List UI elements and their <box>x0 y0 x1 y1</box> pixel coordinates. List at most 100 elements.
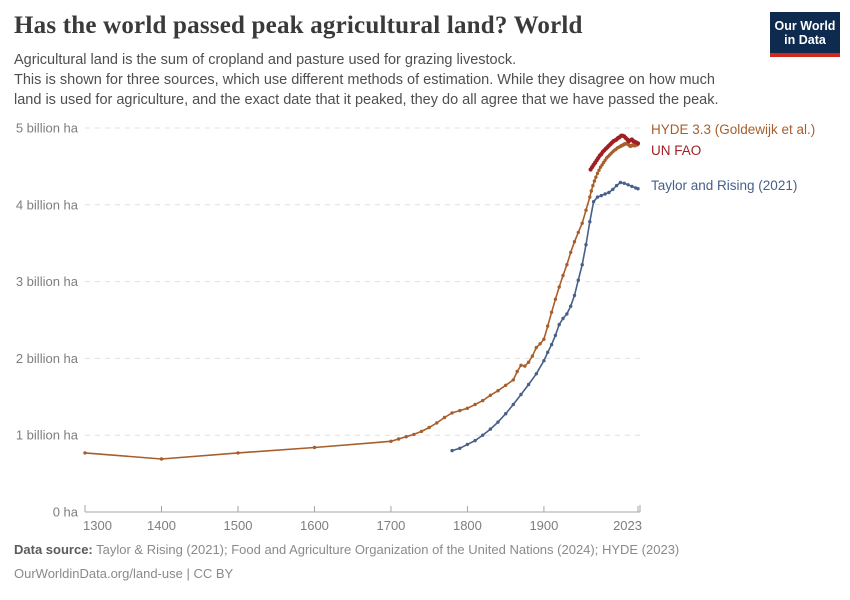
data-point-marker <box>458 408 462 413</box>
data-source-line: Data source: Taylor & Rising (2021); Foo… <box>14 540 834 559</box>
data-point-marker <box>594 175 598 179</box>
data-point-marker <box>538 342 542 346</box>
data-point-marker <box>607 190 611 195</box>
data-point-marker <box>580 263 584 267</box>
chart-header: Has the world passed peak agricultural l… <box>0 0 850 110</box>
data-point-marker <box>450 411 454 415</box>
data-point-marker <box>553 333 558 338</box>
legend-label-taylor-and-rising-2021[interactable]: Taylor and Rising (2021) <box>651 178 797 193</box>
data-point-marker <box>626 183 630 187</box>
data-point-marker <box>504 412 508 416</box>
data-point-marker <box>511 378 515 382</box>
data-point-marker <box>549 310 554 314</box>
data-point-marker <box>630 184 634 189</box>
data-point-marker <box>530 354 535 358</box>
owid-logo[interactable]: Our World in Data <box>770 12 840 57</box>
data-point-marker <box>622 181 626 185</box>
data-point-marker <box>565 312 569 316</box>
data-point-marker <box>450 448 454 453</box>
y-tick-label: 1 billion ha <box>16 428 79 443</box>
data-point-marker <box>435 421 439 425</box>
series-line[interactable] <box>451 181 639 452</box>
data-point-marker <box>592 179 597 183</box>
data-point-marker <box>526 382 531 387</box>
data-point-marker <box>565 263 569 267</box>
data-point-marker <box>569 304 573 308</box>
series-line[interactable] <box>84 142 639 460</box>
data-point-marker <box>580 221 584 225</box>
data-point-marker <box>569 250 573 255</box>
data-point-marker <box>542 337 546 341</box>
data-point-marker <box>488 427 493 431</box>
data-point-marker <box>595 195 600 199</box>
data-point-marker <box>473 402 477 407</box>
chart-footer: Data source: Taylor & Rising (2021); Foo… <box>14 540 834 583</box>
y-tick-label: 5 billion ha <box>16 121 79 136</box>
data-point-marker <box>465 442 470 447</box>
data-point-marker <box>572 240 577 244</box>
data-source-label: Data source: <box>14 542 93 557</box>
data-point-marker <box>496 389 500 393</box>
data-point-marker <box>561 273 565 278</box>
chart-area: 0 ha 1 billion ha 2 billion ha 3 billion ha… <box>0 110 850 545</box>
data-point-marker <box>534 345 538 350</box>
data-point-marker <box>515 369 519 374</box>
data-point-marker <box>404 435 408 439</box>
subtitle-line-1: Agricultural land is the sum of cropland… <box>14 52 517 68</box>
data-point-marker <box>389 439 393 443</box>
data-point-marker <box>526 360 531 364</box>
legend-label-hyde-3-3-goldewijk-et-al[interactable]: HYDE 3.3 (Goldewijk et al.) <box>651 122 815 137</box>
data-point-marker <box>618 180 623 185</box>
data-point-marker <box>588 195 592 199</box>
subtitle-line-3: land is used for agriculture, and the ex… <box>14 92 719 108</box>
data-point-marker <box>504 383 508 387</box>
data-point-marker <box>614 183 619 188</box>
data-point-marker <box>572 293 577 298</box>
data-point-marker <box>236 451 240 455</box>
data-point-marker <box>584 208 588 212</box>
owid-link[interactable]: OurWorldinData.org/land-use | CC BY <box>14 566 234 581</box>
data-point-marker <box>549 342 554 347</box>
data-point-marker <box>635 141 641 146</box>
x-tick-label: 1700 <box>376 518 405 533</box>
series-taylor-and-rising-2021[interactable] <box>450 180 640 453</box>
data-point-marker <box>576 230 580 235</box>
data-point-marker <box>636 187 640 191</box>
data-source-text: Taylor & Rising (2021); Food and Agricul… <box>92 542 680 557</box>
x-tick-label: 1300 <box>83 518 112 533</box>
data-point-marker <box>523 364 527 368</box>
data-point-marker <box>591 183 595 188</box>
data-point-marker <box>481 433 485 437</box>
data-point-marker <box>603 192 607 196</box>
y-tick-label: 2 billion ha <box>16 351 79 366</box>
legend-label-un-fao[interactable]: UN FAO <box>651 143 701 158</box>
data-point-marker <box>576 278 580 282</box>
data-point-marker <box>561 316 565 321</box>
x-tick-label: 1800 <box>453 518 482 533</box>
owid-logo-line-2: in Data <box>784 32 826 47</box>
data-point-marker <box>584 243 588 247</box>
data-point-marker <box>473 438 477 443</box>
data-point-marker <box>595 171 600 175</box>
series-un-fao[interactable] <box>588 133 641 172</box>
data-point-marker <box>591 200 596 204</box>
data-point-marker <box>542 359 546 363</box>
data-point-marker <box>546 350 550 354</box>
data-point-marker <box>481 398 485 403</box>
data-point-marker <box>519 363 523 367</box>
data-point-marker <box>427 425 431 430</box>
y-tick-label: 3 billion ha <box>16 274 79 289</box>
owid-logo-line-1: Our World <box>774 18 836 33</box>
chart[interactable]: 0 ha 1 billion ha 2 billion ha 3 billion ha… <box>0 110 850 540</box>
series-hyde-3-3-goldewijk-et-al[interactable] <box>83 141 640 461</box>
data-point-marker <box>488 393 493 397</box>
data-point-marker <box>83 451 87 455</box>
data-point-marker <box>597 168 601 172</box>
y-tick-label: 4 billion ha <box>16 197 79 212</box>
chart-subtitle: Agricultural land is the sum of cropland… <box>14 50 774 110</box>
data-point-marker <box>557 285 561 289</box>
data-point-marker <box>589 189 593 193</box>
y-tick-label: 0 ha <box>53 505 79 520</box>
data-point-marker <box>511 402 515 407</box>
data-point-marker <box>159 457 164 461</box>
